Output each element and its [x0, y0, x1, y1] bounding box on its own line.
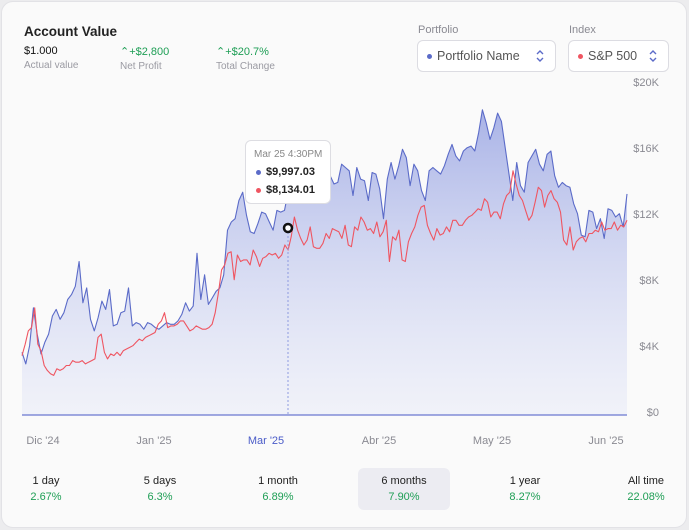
stat-net-profit: ⌃+$2,800 Net Profit	[120, 45, 169, 72]
portfolio-select[interactable]: Portfolio Name	[417, 40, 556, 72]
x-axis-label: Jan '25	[136, 435, 172, 447]
period-tab-1-month[interactable]: 1 month 6.89%	[232, 468, 324, 510]
stat-value: ⌃+$2,800	[120, 46, 170, 58]
x-axis-label: Jun '25	[588, 435, 624, 447]
page-title: Account Value	[24, 24, 118, 39]
x-axis-label: Abr '25	[361, 435, 397, 447]
tooltip-date: Mar 25 4:30PM	[254, 149, 323, 160]
index-label: Index	[569, 24, 596, 36]
account-value-chart[interactable]	[2, 2, 688, 432]
period-change: 8.27%	[509, 491, 541, 503]
period-change: 6.89%	[262, 491, 294, 503]
period-label: 1 year	[509, 475, 541, 487]
period-tab-6-months[interactable]: 6 months 7.90%	[358, 468, 450, 510]
trend-up-icon: ⌃	[216, 46, 226, 58]
stat-label: Total Change	[216, 61, 275, 72]
tooltip-index-value: $8,134.01	[266, 184, 315, 196]
portfolio-dot-icon	[256, 169, 261, 175]
tooltip-portfolio-row: $9,997.03	[256, 166, 315, 178]
index-select-value: S&P 500	[588, 49, 638, 63]
chart-tooltip: Mar 25 4:30PM $9,997.03 $8,134.01	[245, 140, 331, 204]
period-tab-all-time[interactable]: All time 22.08%	[600, 468, 689, 510]
y-axis-label: $20K	[633, 77, 659, 89]
period-label: 1 day	[32, 475, 60, 487]
period-label: 6 months	[381, 475, 427, 487]
period-tab-1-day[interactable]: 1 day 2.67%	[0, 468, 92, 510]
y-axis-label: $0	[646, 407, 659, 419]
tooltip-portfolio-value: $9,997.03	[266, 166, 315, 178]
x-axis-label: May '25	[472, 435, 512, 447]
chevron-up-down-icon	[649, 50, 657, 62]
period-change: 7.90%	[388, 491, 420, 503]
period-tab-5-days[interactable]: 5 days 6.3%	[114, 468, 206, 510]
stat-label: Actual value	[24, 60, 79, 71]
hover-marker	[282, 222, 294, 234]
period-change: 6.3%	[147, 491, 173, 503]
tooltip-index-row: $8,134.01	[256, 184, 315, 196]
portfolio-label: Portfolio	[418, 24, 459, 36]
stat-value: $1.000	[24, 45, 58, 57]
y-axis-label: $16K	[633, 143, 659, 155]
period-label: All time	[627, 475, 665, 487]
trend-up-icon: ⌃	[120, 46, 130, 58]
y-axis-label: $8K	[639, 275, 659, 287]
stat-total-change: ⌃+$20.7% Total Change	[216, 45, 275, 72]
period-change: 2.67%	[30, 491, 62, 503]
x-axis-label: Mar '25	[247, 435, 285, 447]
index-select[interactable]: S&P 500	[568, 40, 669, 72]
chevron-up-down-icon	[536, 50, 544, 62]
y-axis-label: $4K	[639, 341, 659, 353]
period-label: 5 days	[143, 475, 177, 487]
period-label: 1 month	[258, 475, 298, 487]
stat-actual-value: $1.000 Actual value	[24, 45, 78, 71]
portfolio-area	[22, 109, 627, 416]
index-dot-icon	[578, 53, 583, 59]
x-axis-label: Dic '24	[26, 435, 60, 447]
portfolio-dot-icon	[427, 53, 432, 59]
period-tab-1-year[interactable]: 1 year 8.27%	[479, 468, 571, 510]
period-change: 22.08%	[627, 491, 665, 503]
index-line	[21, 170, 628, 376]
index-dot-icon	[256, 187, 261, 193]
portfolio-select-value: Portfolio Name	[437, 49, 520, 63]
stat-label: Net Profit	[120, 61, 162, 72]
stat-value: ⌃+$20.7%	[216, 46, 269, 58]
y-axis-label: $12K	[633, 209, 659, 221]
